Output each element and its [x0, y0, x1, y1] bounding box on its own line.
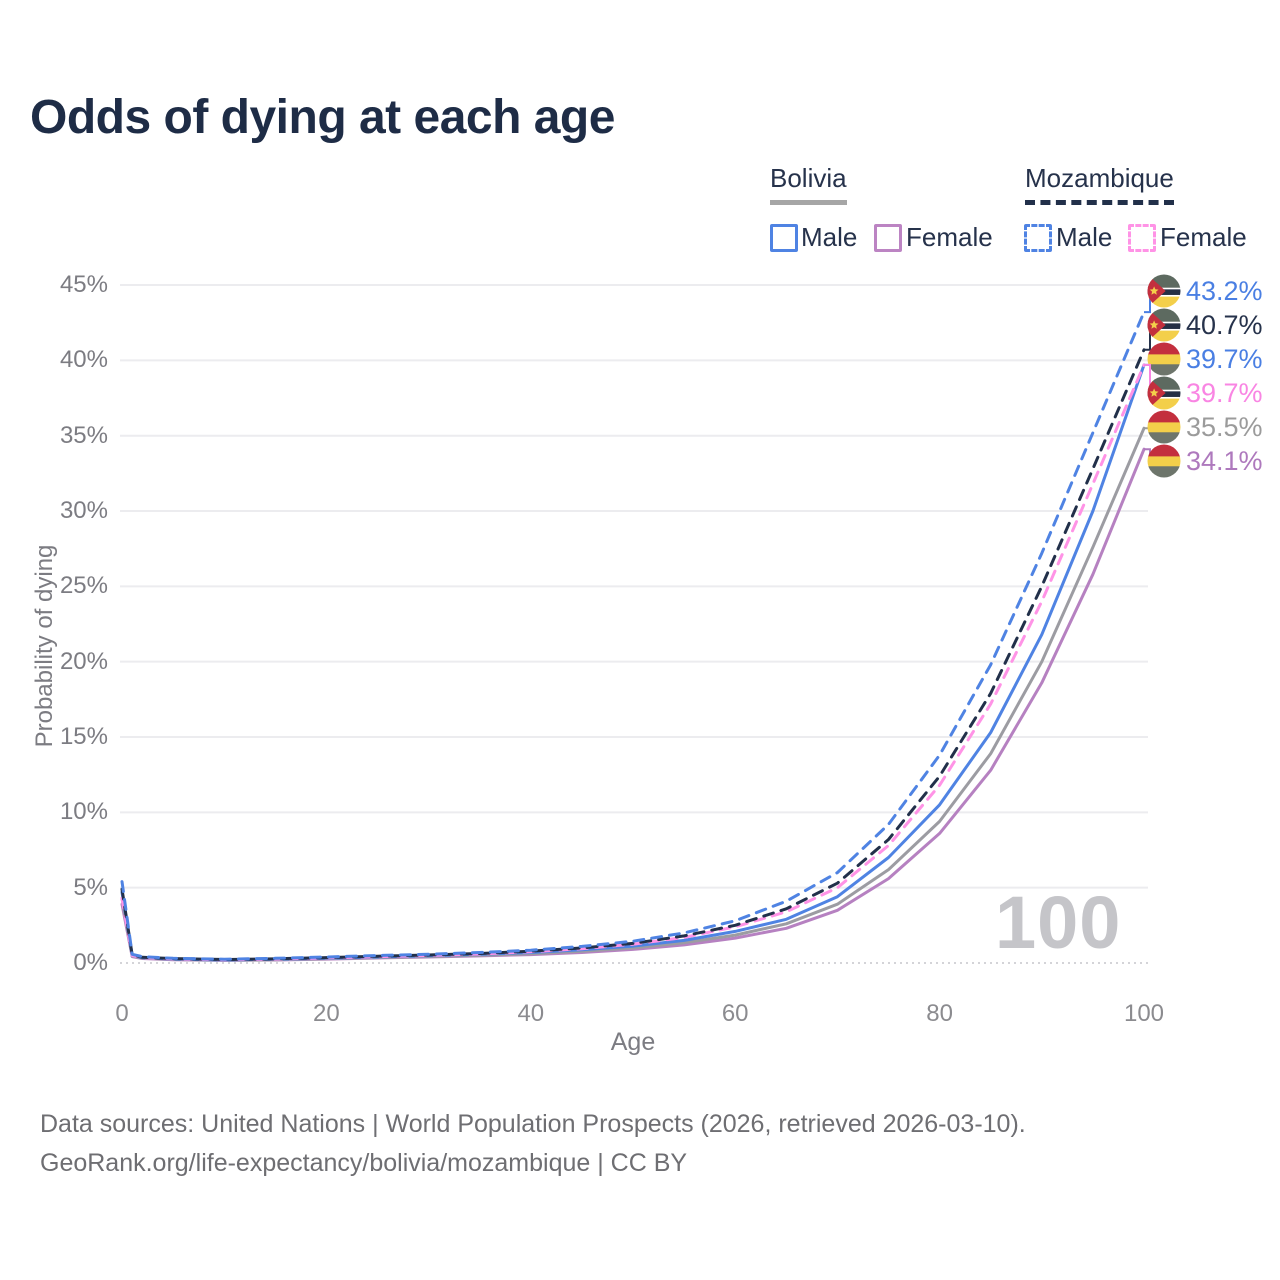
- series-line-mozambique-male[interactable]: [120, 310, 1146, 961]
- legend-swatch-mozambique-female[interactable]: [1128, 224, 1156, 252]
- end-label-value-mozambique: 40.7%: [1186, 310, 1263, 340]
- legend-group-bolivia[interactable]: Bolivia: [770, 163, 847, 205]
- legend-swatch-bolivia-female[interactable]: [874, 224, 902, 252]
- y-tick-5%: 5%: [73, 873, 108, 901]
- legend-label-mozambique-female[interactable]: Female: [1160, 222, 1247, 252]
- x-tick-20: 20: [313, 1000, 340, 1027]
- y-tick-15%: 15%: [59, 723, 108, 750]
- series-line-mozambique-all[interactable]: [120, 348, 1146, 961]
- footer-attribution[interactable]: GeoRank.org/life-expectancy/bolivia/moza…: [40, 1149, 688, 1177]
- legend-group-mozambique[interactable]: Mozambique: [1025, 163, 1174, 205]
- legend-swatch-mozambique-male[interactable]: [1024, 224, 1052, 252]
- y-tick-30%: 30%: [59, 497, 108, 525]
- x-axis-title: Age: [610, 1028, 656, 1056]
- x-tick-100: 100: [1123, 1000, 1165, 1027]
- y-tick-10%: 10%: [59, 798, 108, 826]
- legend-label-bolivia-male[interactable]: Male: [801, 222, 858, 252]
- end-label-value-bolivia-female: 34.1%: [1186, 446, 1263, 476]
- x-tick-60: 60: [721, 1000, 749, 1027]
- legend-label-mozambique-male[interactable]: Male: [1056, 222, 1113, 252]
- x-tick-0: 0: [115, 1000, 129, 1027]
- y-tick-45%: 45%: [59, 271, 108, 299]
- x-tick-40: 40: [517, 1000, 545, 1027]
- bolivia-flag-icon: [1147, 410, 1181, 444]
- end-label-value-bolivia-male: 39.7%: [1186, 344, 1263, 374]
- footer-data-sources: Data sources: United Nations | World Pop…: [40, 1110, 1026, 1138]
- age-hover-watermark: 100: [995, 881, 1122, 964]
- end-label-value-bolivia: 35.5%: [1186, 412, 1263, 442]
- legend-swatch-bolivia-male[interactable]: [770, 224, 798, 252]
- mozambique-flag-icon: [1147, 274, 1181, 308]
- y-tick-40%: 40%: [59, 346, 108, 374]
- legend-label-bolivia-female[interactable]: Female: [906, 222, 993, 252]
- y-tick-35%: 35%: [59, 421, 108, 449]
- mozambique-flag-icon: [1147, 308, 1181, 342]
- end-label-value-mozambique-male: 43.2%: [1186, 276, 1263, 306]
- page-title: Odds of dying at each age: [30, 91, 615, 144]
- end-label-value-mozambique-female: 39.7%: [1186, 378, 1263, 408]
- y-tick-25%: 25%: [59, 572, 108, 600]
- bolivia-flag-icon: [1147, 342, 1181, 376]
- mozambique-flag-icon: [1147, 376, 1181, 410]
- y-tick-0%: 0%: [73, 949, 108, 976]
- bolivia-flag-icon: [1147, 444, 1181, 478]
- y-tick-20%: 20%: [59, 647, 108, 675]
- x-tick-80: 80: [926, 1000, 953, 1027]
